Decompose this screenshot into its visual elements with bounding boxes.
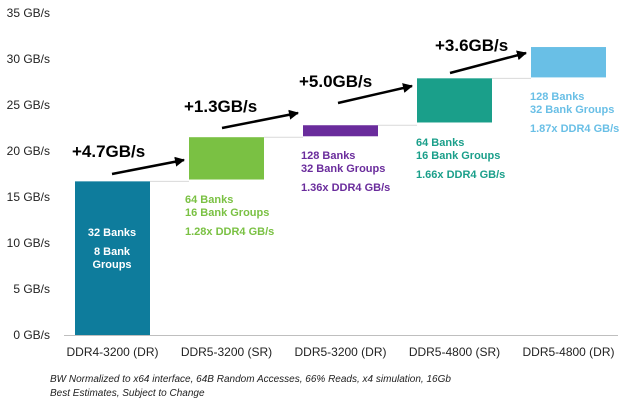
x-category-label: DDR4-3200 (DR) bbox=[66, 345, 158, 359]
delta-label: +5.0GB/s bbox=[299, 72, 372, 91]
y-tick-label: 0 GB/s bbox=[13, 328, 50, 342]
bar bbox=[75, 181, 150, 335]
bar bbox=[531, 47, 606, 78]
annotation-line: 16 Bank Groups bbox=[185, 207, 269, 219]
footnote-line2: Best Estimates, Subject to Change bbox=[50, 388, 205, 399]
bar-annotation: 128 Banks 32 Bank Groups 1.36x DDR4 GB/s bbox=[301, 150, 390, 194]
bar bbox=[303, 125, 378, 137]
bar-annotation: 128 Banks 32 Bank Groups 1.87x DDR4 GB/s bbox=[530, 91, 619, 135]
delta-label: +3.6GB/s bbox=[435, 36, 508, 55]
annotation-line: 1.36x DDR4 GB/s bbox=[301, 182, 390, 194]
annotation-line: 32 Bank Groups bbox=[530, 104, 614, 116]
annotation-line: 16 Bank Groups bbox=[416, 150, 500, 162]
y-tick-label: 30 GB/s bbox=[7, 52, 50, 66]
annotation-line: 128 Banks bbox=[530, 91, 584, 103]
y-tick-label: 10 GB/s bbox=[7, 236, 50, 250]
delta-label: +1.3GB/s bbox=[184, 97, 257, 116]
annotation-line: 64 Banks bbox=[185, 194, 233, 206]
y-axis: 0 GB/s 5 GB/s 10 GB/s 15 GB/s 20 GB/s 25 GB/s… bbox=[7, 6, 50, 342]
delta-arrow bbox=[221, 109, 299, 130]
x-category-label: DDR5-4800 (SR) bbox=[409, 345, 500, 359]
annotation-line: 1.28x DDR4 GB/s bbox=[185, 226, 274, 238]
delta-labels: +4.7GB/s +1.3GB/s +5.0GB/s +3.6GB/s bbox=[72, 36, 527, 176]
x-category-label: DDR5-4800 (DR) bbox=[522, 345, 614, 359]
annotation-line: 1.66x DDR4 GB/s bbox=[416, 169, 505, 181]
y-tick-label: 15 GB/s bbox=[7, 190, 50, 204]
bar-annotation: 64 Banks 16 Bank Groups 1.66x DDR4 GB/s bbox=[416, 137, 505, 181]
annotation-line: 128 Banks bbox=[301, 150, 355, 162]
x-category-label: DDR5-3200 (SR) bbox=[181, 345, 272, 359]
bar bbox=[417, 78, 492, 123]
x-category-label: DDR5-3200 (DR) bbox=[294, 345, 386, 359]
delta-arrow bbox=[111, 156, 185, 176]
bar bbox=[189, 137, 264, 180]
y-tick-label: 35 GB/s bbox=[7, 6, 50, 20]
y-tick-label: 25 GB/s bbox=[7, 98, 50, 112]
delta-arrow bbox=[337, 83, 413, 105]
annotation-line: 32 Banks bbox=[88, 227, 136, 239]
bars bbox=[75, 47, 606, 335]
annotation-line: Groups bbox=[92, 259, 131, 271]
x-axis: DDR4-3200 (DR) DDR5-3200 (SR) DDR5-3200 (D… bbox=[64, 335, 618, 359]
bar-annotation: 32 Banks 8 Bank Groups bbox=[88, 227, 136, 271]
y-tick-label: 5 GB/s bbox=[13, 282, 50, 296]
delta-label: +4.7GB/s bbox=[72, 142, 145, 161]
delta-arrow bbox=[449, 50, 527, 75]
y-tick-label: 20 GB/s bbox=[7, 144, 50, 158]
annotation-line: 32 Bank Groups bbox=[301, 163, 385, 175]
bar-annotation: 64 Banks 16 Bank Groups 1.28x DDR4 GB/s bbox=[185, 194, 274, 238]
annotation-line: 8 Bank bbox=[94, 246, 131, 258]
annotation-line: 64 Banks bbox=[416, 137, 464, 149]
annotation-line: 1.87x DDR4 GB/s bbox=[530, 123, 619, 135]
connectors bbox=[150, 77, 531, 182]
footnote-line1: BW Normalized to x64 interface, 64B Rand… bbox=[50, 374, 451, 385]
